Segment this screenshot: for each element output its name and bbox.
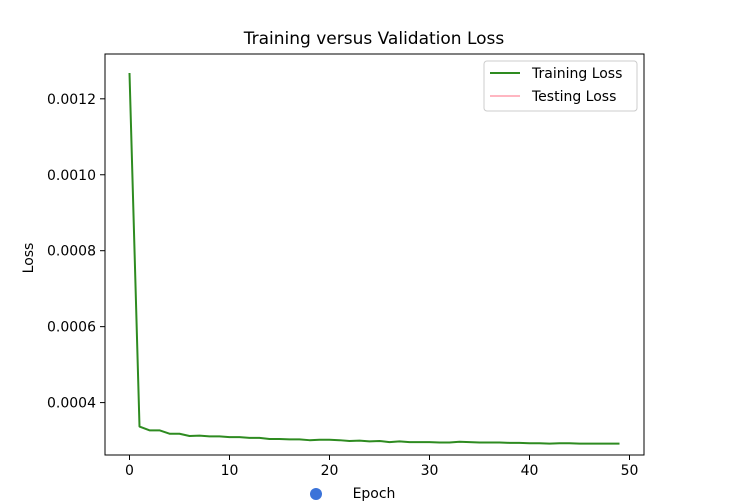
y-tick-label: 0.0006 [47,320,96,336]
y-axis-label: Loss [21,243,37,274]
y-axis: 0.0004 0.0006 0.0008 0.0010 0.0012 [47,92,105,412]
x-tick-label: 50 [621,463,639,479]
series-layer [128,72,620,445]
series-line-training-loss [128,72,620,445]
legend-box [483,60,638,112]
y-tick-label: 0.0008 [47,244,96,260]
cursor-marker-dot [310,488,322,500]
x-tick-label: 10 [221,463,239,479]
x-axis-label: Epoch [353,486,396,502]
legend: Training Loss Testing Loss [483,60,638,112]
x-tick-label: 30 [421,463,439,479]
chart-title: Training versus Validation Loss [243,29,505,49]
x-tick-label: 40 [521,463,539,479]
x-tick-label: 20 [321,463,339,479]
y-tick-label: 0.0012 [47,92,96,108]
legend-label-training-loss: Training Loss [531,66,622,82]
y-tick-label: 0.0010 [47,168,96,184]
cursor-marker [310,488,322,500]
y-tick-label: 0.0004 [47,396,96,412]
x-tick-label: 0 [125,463,134,479]
plot-area [104,53,645,456]
legend-label-testing-loss: Testing Loss [531,89,616,105]
x-axis: 0 10 20 30 40 50 [125,455,638,479]
